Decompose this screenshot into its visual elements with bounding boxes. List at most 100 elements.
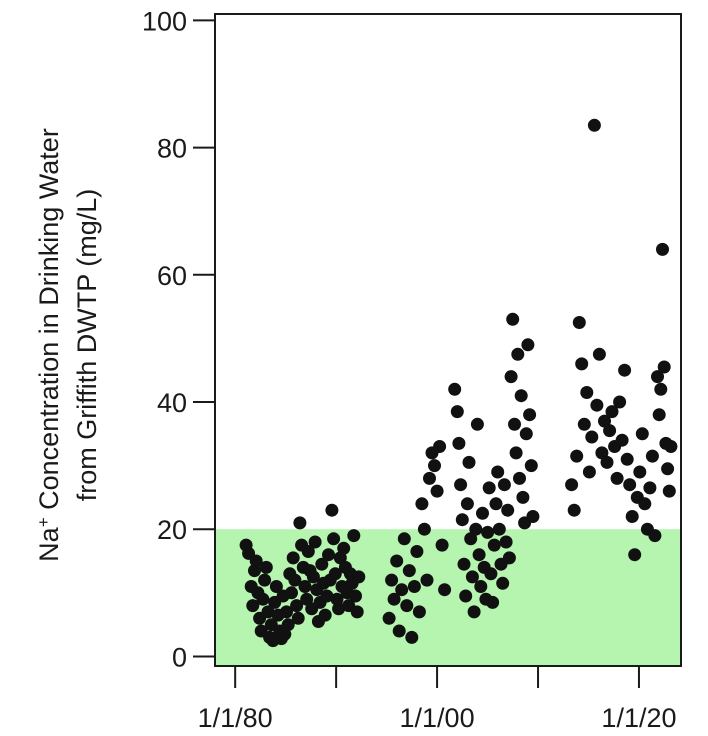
data-point-100 [465,570,479,584]
x-axis: 1/1/80 1/1/00 1/1/20 [198,666,677,733]
data-point-160 [623,478,637,492]
data-point-119 [497,478,511,492]
data-point-98 [462,455,476,469]
data-point-104 [472,548,486,562]
data-point-47 [320,589,334,603]
data-point-83 [423,471,436,485]
data-point-80 [415,497,429,511]
data-point-69 [387,592,401,606]
data-point-53 [330,592,344,606]
data-point-95 [457,557,471,571]
data-point-75 [402,564,416,578]
data-point-74 [400,599,414,613]
data-point-31 [293,516,307,530]
data-point-40 [308,535,322,549]
data-point-130 [516,490,530,504]
data-point-140 [572,316,586,329]
data-point-169 [645,449,659,463]
data-point-121 [501,503,515,517]
data-point-112 [486,595,500,609]
data-point-54 [332,602,346,616]
data-point-132 [519,427,533,441]
data-point-99 [464,532,478,546]
data-point-123 [504,370,518,384]
data-point-128 [513,471,526,485]
data-point-175 [657,360,671,374]
data-point-73 [397,532,411,546]
data-point-85 [428,459,441,473]
data-point-3 [246,599,260,613]
data-point-105 [474,580,488,593]
data-point-82 [420,573,434,587]
data-point-177 [661,462,675,476]
data-point-86 [430,484,444,498]
data-point-141 [575,357,589,371]
data-point-46 [318,608,332,622]
data-point-113 [487,538,501,552]
data-point-101 [467,605,481,619]
data-point-171 [651,370,664,384]
data-point-68 [385,573,399,587]
data-point-50 [325,503,339,517]
data-point-71 [392,624,406,638]
data-point-144 [582,465,596,479]
data-point-152 [603,424,617,438]
data-point-92 [452,436,466,450]
data-point-102 [469,522,483,536]
data-point-166 [638,497,652,511]
data-point-168 [643,481,657,495]
data-point-67 [382,611,396,625]
y-axis-title-superscript: + [34,517,53,527]
data-point-4 [248,564,261,578]
data-point-5 [249,554,263,568]
y-axis-title-prefix: Na [34,526,64,561]
data-point-156 [613,395,627,409]
data-point-24 [281,618,295,632]
x-tick-label-2: 1/1/20 [601,703,676,733]
data-point-93 [454,478,468,492]
y-tick-label-40: 40 [157,388,187,418]
data-point-30 [291,611,305,625]
data-point-26 [285,586,298,600]
data-point-23 [280,605,293,619]
data-point-129 [514,389,528,403]
data-point-94 [455,513,469,527]
data-point-78 [410,545,424,558]
data-point-72 [395,583,409,597]
data-point-27 [286,551,300,565]
data-point-115 [491,465,505,479]
data-point-97 [460,497,474,511]
data-point-51 [327,532,341,546]
data-point-143 [580,386,594,399]
y-tick-label-80: 80 [157,134,187,164]
y-tick-label-20: 20 [157,515,187,545]
data-points [239,118,678,648]
data-point-142 [577,417,591,431]
data-point-10 [258,573,272,587]
x-tick-label-0: 1/1/80 [198,703,273,733]
data-point-145 [585,430,599,444]
data-point-11 [259,560,273,574]
data-point-138 [567,503,581,517]
data-point-178 [662,484,676,498]
data-point-81 [417,522,431,536]
y-tick-label-0: 0 [172,642,187,672]
data-point-134 [523,408,537,422]
y-axis-title-line-1: Na+ Concentration in Drinking Water [34,128,65,562]
data-point-57 [337,541,351,555]
data-point-165 [635,427,649,441]
data-point-17 [269,580,283,593]
data-point-106 [476,506,489,520]
data-point-35 [300,592,314,606]
data-point-39 [306,570,320,584]
data-point-124 [506,312,520,326]
data-point-147 [590,398,604,412]
data-point-12 [261,605,275,619]
data-point-122 [502,551,516,565]
data-point-126 [509,446,523,460]
data-point-127 [511,347,525,361]
data-point-150 [598,414,611,428]
data-point-110 [482,481,496,495]
data-point-161 [625,510,639,523]
